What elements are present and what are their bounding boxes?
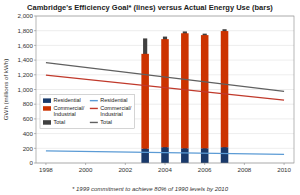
grid	[36, 16, 294, 163]
stacked-bar	[181, 33, 189, 148]
stacked-bar	[201, 148, 209, 163]
x-tick-label: 2000	[79, 166, 93, 173]
x-tick-label: 2002	[118, 166, 132, 173]
footnote: * 1999 commitment to achieve 80% of 1990…	[72, 186, 229, 192]
axes: 0 200 400 600 800 1,000 1,200 1,400 1,600 1,800 2,…	[18, 12, 292, 172]
x-tick-label: 2010	[277, 166, 291, 173]
legend-entry: Residential	[43, 97, 81, 103]
legend-box	[40, 95, 135, 129]
x-tick-label: 1998	[39, 166, 53, 173]
goal-line	[46, 63, 284, 92]
legend-entry: Commercial/Industrial	[43, 105, 85, 117]
stacked-bar	[141, 149, 149, 163]
legend-label: Commercial/Industrial	[54, 105, 85, 117]
legend-label-line: Residential	[100, 97, 127, 103]
legend-label: Commercial/Industrial	[100, 105, 131, 117]
legend-label-line: Commercial/	[100, 105, 131, 111]
legend-label: Total	[54, 119, 66, 125]
stacked-bar	[221, 147, 229, 163]
legend-label-line: Residential	[54, 97, 81, 103]
y-tick-label: 400	[23, 130, 34, 137]
legend-label: Residential	[54, 97, 81, 103]
y-tick-label: 1,600	[18, 42, 34, 49]
legend-label-line: Industrial	[54, 111, 76, 117]
y-axis-label: GWh (millions of kWh)	[2, 59, 9, 121]
stacked-bar	[181, 148, 189, 163]
legend-label-line: Commercial/	[54, 105, 85, 111]
x-tick-label: 2004	[158, 166, 172, 173]
x-tick-label: 2008	[238, 166, 252, 173]
y-tick-label: 800	[23, 100, 34, 107]
legend-line-swatch	[90, 122, 98, 123]
stacked-bar	[141, 54, 149, 149]
y-tick-label: 600	[23, 115, 34, 122]
plot-frame	[36, 16, 294, 163]
title: Cambridge's Efficiency Goal* (lines) ver…	[27, 3, 273, 12]
legend-bar-swatch	[43, 106, 51, 111]
legend-label-line: Total	[54, 119, 66, 125]
legend-label-line: Industrial	[100, 111, 122, 117]
chart: Cambridge's Efficiency Goal* (lines) ver…	[0, 0, 300, 195]
y-tick-label: 2,000	[18, 12, 34, 19]
legend-bar-swatch	[43, 120, 51, 125]
y-tick-label: 0	[30, 159, 34, 166]
legend-label: Residential	[100, 97, 127, 103]
legend-bar-swatch	[43, 98, 51, 103]
legend-label-line: Total	[100, 119, 112, 125]
x-tick-label: 2006	[198, 166, 212, 173]
legend-line-swatch	[90, 100, 98, 101]
stacked-bar	[161, 39, 169, 147]
legend-entry: Commercial/Industrial	[90, 105, 132, 117]
legend: Residential Commercial/Industrial Total Res…	[40, 95, 135, 129]
y-tick-label: 1,400	[18, 56, 34, 63]
stacked-bar	[161, 147, 169, 163]
y-tick-label: 1,800	[18, 27, 34, 34]
y-tick-label: 1,200	[18, 71, 34, 78]
grid-line	[36, 30, 294, 31]
legend-entry: Residential	[90, 97, 128, 103]
y-tick-label: 1,000	[18, 86, 34, 93]
legend-label: Total	[100, 119, 112, 125]
stacked-bar	[221, 31, 229, 147]
legend-entry: Total	[90, 119, 112, 125]
goal-line	[46, 151, 284, 154]
y-tick-label: 200	[23, 145, 34, 152]
legend-line-swatch	[90, 108, 98, 109]
legend-entry: Total	[43, 119, 65, 125]
